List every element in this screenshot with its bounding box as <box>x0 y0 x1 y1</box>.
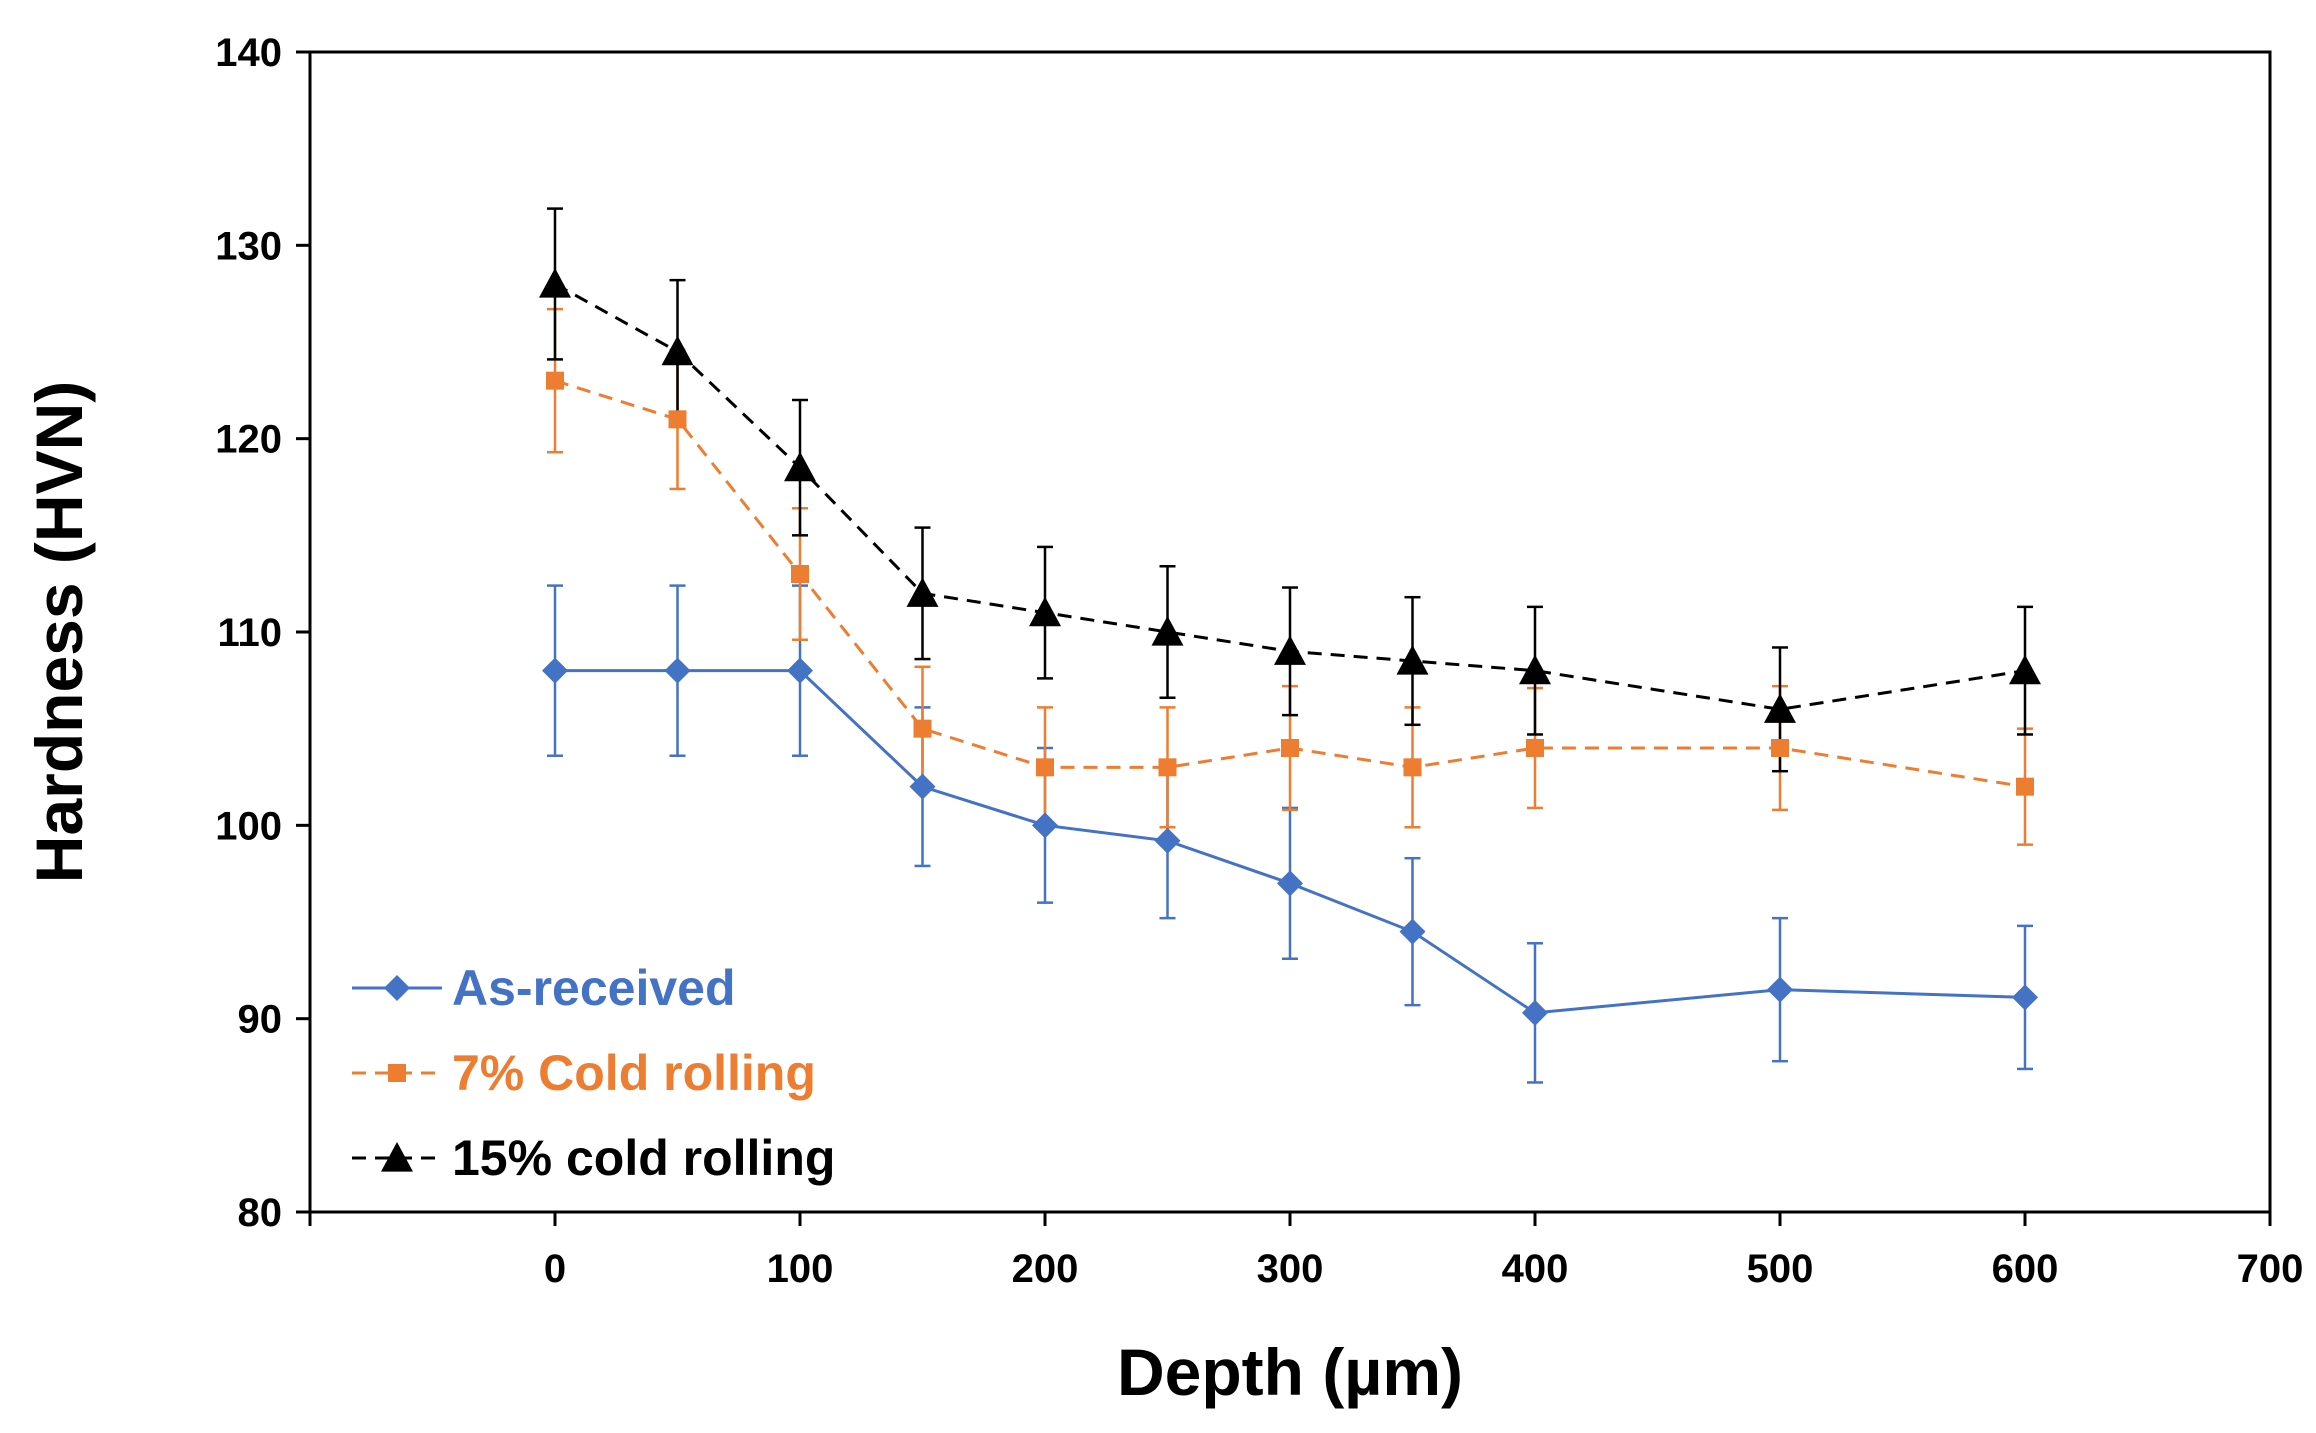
as-received-point <box>1277 870 1303 897</box>
y-tick-label-80: 80 <box>238 1191 283 1235</box>
7-cold-rolling-point <box>791 565 809 583</box>
15-cold-rolling-line <box>554 282 2026 711</box>
legend-label-as-received: As-received <box>452 960 736 1016</box>
x-axis-title: Depth (µm) <box>1117 1335 1463 1409</box>
15-cold-rolling-point <box>2009 654 2041 685</box>
15-cold-rolling-point <box>906 577 939 607</box>
15-cold-rolling-point <box>1274 635 1306 665</box>
y-axis: 80 90 100 110 120 130 140 <box>215 31 310 1235</box>
as-received-point <box>2012 984 2038 1011</box>
7-cold-rolling-point <box>1526 739 1544 757</box>
as-received-point <box>542 657 568 684</box>
x-tick-label-0: 0 <box>544 1247 566 1291</box>
as-received-point <box>1767 976 1793 1003</box>
7-cold-rolling-point <box>913 719 932 738</box>
y-tick-label-100: 100 <box>215 804 282 848</box>
7-cold-rolling-point <box>1281 739 1299 757</box>
legend: As-received 7% Cold rolling 15% cold rolli… <box>352 960 835 1186</box>
x-tick-label-200: 200 <box>1012 1247 1079 1291</box>
15-cold-rolling-point <box>1764 693 1796 723</box>
y-tick-label-90: 90 <box>238 998 283 1042</box>
as-received-point <box>1522 999 1548 1026</box>
15-cold-rolling-point <box>1396 645 1429 675</box>
15-cold-rolling-point <box>539 268 571 298</box>
y-tick-label-120: 120 <box>215 418 282 462</box>
7-cold-rolling-point <box>546 371 564 390</box>
15-cold-rolling-point <box>1519 654 1551 685</box>
7-cold-rolling-point <box>1771 739 1789 757</box>
x-axis: 0 100 200 300 400 500 600 700 <box>308 1212 2304 1291</box>
x-tick-label-100: 100 <box>767 1247 834 1291</box>
as-received-point <box>1399 918 1426 945</box>
legend-marker-7-cold-rolling <box>388 1064 406 1082</box>
as-received-point <box>1032 812 1058 839</box>
as-received-point <box>787 657 813 684</box>
7-cold-rolling-point <box>1403 758 1422 777</box>
as-received-point <box>664 657 691 684</box>
y-axis-title: Hardness (HVN) <box>22 381 96 883</box>
as-received-point <box>909 773 936 800</box>
x-tick-label-400: 400 <box>1502 1247 1569 1291</box>
7-cold-rolling-line <box>554 379 2026 789</box>
y-tick-label-130: 130 <box>215 224 282 268</box>
x-tick-label-500: 500 <box>1747 1247 1814 1291</box>
15-cold-rolling-point <box>1029 596 1061 627</box>
y-tick-label-110: 110 <box>217 611 282 655</box>
7-cold-rolling-point <box>1036 758 1054 777</box>
legend-marker-15-cold-rolling <box>381 1142 413 1172</box>
as-received-point <box>1154 827 1181 854</box>
15-cold-rolling-point <box>784 451 816 482</box>
15-cold-rolling-point <box>661 335 694 366</box>
7-cold-rolling-point <box>1158 758 1177 777</box>
7-cold-rolling-point <box>2016 777 2034 796</box>
legend-label-15-cold-rolling: 15% cold rolling <box>452 1130 835 1186</box>
legend-label-7-cold-rolling: 7% Cold rolling <box>452 1045 816 1101</box>
x-tick-label-600: 600 <box>1992 1247 2059 1291</box>
7-cold-rolling-point <box>668 410 687 429</box>
15-cold-rolling-point <box>1151 616 1184 646</box>
series-markers <box>539 268 2041 1026</box>
x-tick-label-300: 300 <box>1257 1247 1324 1291</box>
legend-marker-as-received <box>384 975 410 1001</box>
x-tick-label-700: 700 <box>2237 1247 2304 1291</box>
y-tick-label-140: 140 <box>215 31 282 75</box>
